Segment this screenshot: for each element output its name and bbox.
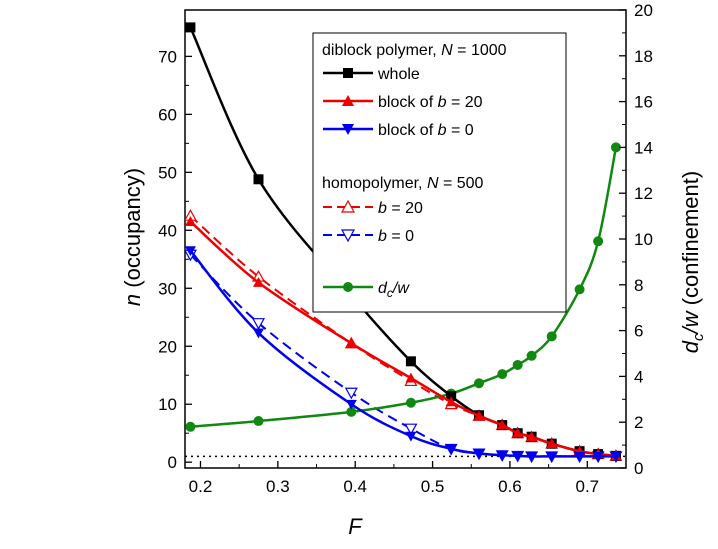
point-triangle-down xyxy=(405,431,417,442)
y-right-tick-label: 2 xyxy=(634,413,643,432)
point-triangle-up xyxy=(496,419,508,430)
point-triangle-up xyxy=(405,372,417,383)
y-right-tick-label: 10 xyxy=(634,230,653,249)
x-tick-label: 0.4 xyxy=(343,477,367,496)
point-triangle-down xyxy=(253,328,264,339)
legend-header-diblock: diblock polymer, N = 1000 xyxy=(322,42,507,59)
point-open-triangle-down xyxy=(344,387,358,400)
point-circle xyxy=(526,350,537,361)
y-left-tick-label: 20 xyxy=(158,337,177,356)
axes-layer: 0.2 0.3 0.4 0.5 0.6 0.7 0 10 20 30 40 50 60 70 0 2 4 6 8 10… xyxy=(158,1,653,496)
point-open-triangle-down xyxy=(404,423,418,436)
point-circle xyxy=(346,406,357,417)
y-left-tick-label: 10 xyxy=(158,395,177,414)
point-square xyxy=(405,356,416,367)
point-triangle-down xyxy=(496,450,508,461)
point-circle xyxy=(512,359,523,370)
point-triangle-down xyxy=(512,451,524,462)
point-circle xyxy=(497,369,508,380)
legend-marker-circle xyxy=(343,282,353,292)
point-square xyxy=(253,174,264,185)
point-triangle-down xyxy=(345,399,357,410)
point-triangle-down xyxy=(546,452,558,462)
y-right-tick-label: 16 xyxy=(634,93,653,112)
point-circle xyxy=(593,236,604,247)
legend-label-homo-b0: b = 0 xyxy=(378,228,414,245)
legend-marker-triangle-up xyxy=(342,95,354,106)
y-left-tick-label: 50 xyxy=(158,163,177,182)
legend-header-homopolymer: homopolymer, N = 500 xyxy=(322,175,484,192)
point-triangle-up xyxy=(253,276,264,287)
y-right-tick-label: 4 xyxy=(634,367,643,386)
legend-label-block-b0: block of b = 0 xyxy=(378,122,474,139)
y-right-tick-label: 0 xyxy=(634,459,643,478)
legend-marker-square xyxy=(343,68,353,78)
y-right-tick-label: 18 xyxy=(634,47,653,66)
point-triangle-up xyxy=(546,438,558,449)
legend-entry-homo-b20: b = 20 xyxy=(323,199,423,217)
point-circle xyxy=(185,421,196,432)
point-circle xyxy=(405,397,416,408)
point-square xyxy=(185,22,196,33)
point-triangle-down xyxy=(445,444,457,455)
legend-label-homo-b20: b = 20 xyxy=(378,200,423,217)
y-right-tick-label: 14 xyxy=(634,138,653,157)
legend-marker-triangle-down xyxy=(342,124,354,135)
point-triangle-down xyxy=(526,452,538,462)
y-left-tick-label: 0 xyxy=(168,453,177,472)
point-triangle-down xyxy=(574,452,586,462)
legend-entry-block-b20: block of b = 20 xyxy=(323,94,483,111)
y-axis-left-title: n (occupancy) xyxy=(120,168,145,306)
point-triangle-up xyxy=(185,216,196,227)
y-right-tick-label: 6 xyxy=(634,322,643,341)
point-circle xyxy=(474,378,484,389)
point-open-triangle-down xyxy=(251,318,266,330)
point-triangle-up xyxy=(345,337,357,348)
point-triangle-down xyxy=(592,452,604,462)
point-triangle-down xyxy=(610,452,622,462)
point-triangle-up xyxy=(512,427,524,438)
y-right-tick-label: 20 xyxy=(634,1,653,20)
point-square xyxy=(446,391,457,402)
axis-titles: F n (occupancy) dc/w (confinement) xyxy=(120,168,707,539)
legend-label-block-b20: block of b = 20 xyxy=(378,94,483,111)
legend-entry-whole: whole xyxy=(323,66,420,83)
series-layer xyxy=(185,22,623,464)
series-5 xyxy=(185,142,621,432)
y-left-tick-label: 40 xyxy=(158,221,177,240)
legend: diblock polymer, N = 1000 homopolymer, N… xyxy=(312,32,567,313)
x-tick-label: 0.2 xyxy=(189,477,213,496)
y-right-tick-label: 12 xyxy=(634,184,653,203)
point-circle xyxy=(253,416,264,427)
legend-label-whole: whole xyxy=(377,66,420,83)
point-triangle-down xyxy=(185,246,196,257)
point-circle xyxy=(574,284,585,295)
point-triangle-up xyxy=(473,410,485,421)
y-left-tick-label: 60 xyxy=(158,105,177,124)
y-left-tick-label: 30 xyxy=(158,279,177,298)
x-axis-title: F xyxy=(348,514,363,539)
x-tick-label: 0.6 xyxy=(498,477,522,496)
point-triangle-up xyxy=(526,431,538,442)
series-2 xyxy=(185,246,622,462)
legend-marker-open-triangle-up xyxy=(340,199,356,213)
legend-frame xyxy=(312,32,567,313)
y-axis-right-title: dc/w (confinement) xyxy=(678,171,707,353)
x-tick-label: 0.5 xyxy=(421,477,445,496)
y-right-tick-label: 8 xyxy=(634,276,643,295)
point-circle xyxy=(610,142,621,153)
x-tick-label: 0.3 xyxy=(266,477,290,496)
legend-entry-block-b0: block of b = 0 xyxy=(323,122,474,139)
legend-entry-dcw: dc/w xyxy=(323,280,410,300)
legend-label-dcw: dc/w xyxy=(378,280,410,300)
legend-marker-open-triangle-down xyxy=(340,229,356,243)
point-triangle-down xyxy=(473,449,485,460)
point-triangle-up xyxy=(445,396,457,407)
legend-entry-homo-b0: b = 0 xyxy=(323,228,414,245)
x-tick-label: 0.7 xyxy=(575,477,599,496)
y-left-tick-label: 70 xyxy=(158,47,177,66)
point-circle xyxy=(546,331,557,342)
